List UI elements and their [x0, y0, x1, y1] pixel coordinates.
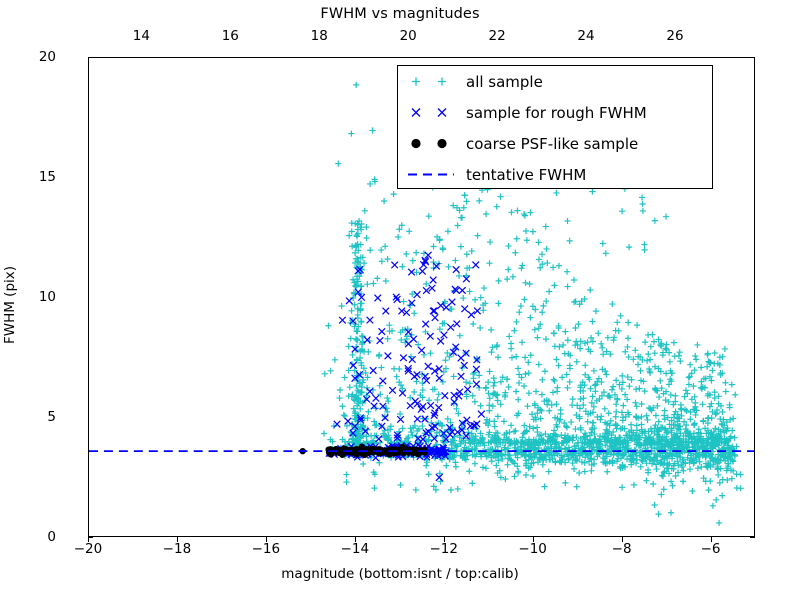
x-tick-bottom-outer: [176, 537, 178, 542]
chart-title: FWHM vs magnitudes: [320, 6, 480, 22]
y-tick-label: 10: [38, 289, 56, 305]
y-axis-label: FWHM (pix): [2, 265, 18, 345]
x-tick-bottom-outer: [710, 537, 712, 542]
x-tick-label-top: 26: [666, 28, 684, 44]
x-axis-label: magnitude (bottom:isnt / top:calib): [281, 566, 519, 582]
x-tick-bottom-outer: [532, 537, 534, 542]
legend-marker-plus-icon: [398, 66, 466, 97]
x-tick-bottom-outer: [354, 537, 356, 542]
x-tick-label-top: 24: [577, 28, 595, 44]
legend-label: coarse PSF-like sample: [466, 134, 639, 153]
legend-label: sample for rough FWHM: [466, 103, 647, 122]
y-tick-label: 15: [38, 169, 56, 185]
x-tick-label: −6: [700, 541, 721, 557]
x-tick-label-top: 16: [221, 28, 239, 44]
y-tick-label: 0: [47, 529, 56, 545]
legend-entry: all sample: [398, 66, 712, 97]
x-tick-label: −16: [251, 541, 281, 557]
legend-entry: tentative FWHM: [398, 159, 712, 190]
x-tick-label: −20: [73, 541, 103, 557]
x-tick-label-top: 22: [488, 28, 506, 44]
x-tick-bottom-outer: [621, 537, 623, 542]
x-tick-bottom-outer: [265, 537, 267, 542]
y-tick-right: [750, 537, 755, 538]
legend-label: all sample: [466, 72, 543, 91]
chart-legend: all sample sample for rough FWHM coarse PS…: [397, 65, 713, 189]
x-tick-label: −18: [162, 541, 192, 557]
legend-marker-dot-icon: [398, 128, 466, 159]
x-tick-label-top: 18: [310, 28, 328, 44]
y-tick: [88, 537, 93, 538]
x-tick-label: −14: [340, 541, 370, 557]
x-tick-label-top: 14: [132, 28, 150, 44]
legend-entry: coarse PSF-like sample: [398, 128, 712, 159]
scatter-plot-svg: [89, 68, 754, 527]
x-tick-label: −10: [518, 541, 547, 557]
x-tick-bottom-outer: [88, 537, 89, 542]
legend-entry: sample for rough FWHM: [398, 97, 712, 128]
x-tick-label: −8: [611, 541, 632, 557]
legend-marker-dashed-icon: [398, 159, 466, 190]
x-tick-label-top: 20: [399, 28, 417, 44]
legend-label: tentative FWHM: [466, 165, 587, 184]
legend-marker-cross-icon: [398, 97, 466, 128]
y-tick-label: 5: [47, 409, 56, 425]
x-tick-label: −12: [429, 541, 458, 557]
y-tick-label: 20: [38, 49, 56, 65]
x-tick-bottom-outer: [443, 537, 445, 542]
